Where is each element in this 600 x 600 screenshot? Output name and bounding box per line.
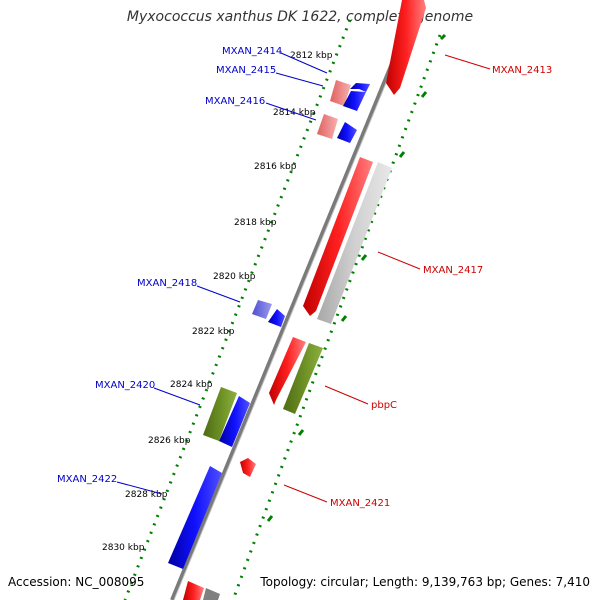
gene-label-mxan-2422[interactable]: MXAN_2422 <box>57 474 117 485</box>
gene-mxan-2416-b[interactable] <box>337 122 357 143</box>
kbp-tick-label: 2816 kbp <box>254 162 297 172</box>
gene-mxan-2416-a[interactable] <box>317 114 338 139</box>
gene-mxan-2418-a[interactable] <box>252 300 272 319</box>
gene-label-mxan-2414[interactable]: MXAN_2414 <box>222 46 282 57</box>
gene-mxan-2422[interactable] <box>168 466 222 569</box>
gene-label-mxan-2416[interactable]: MXAN_2416 <box>205 96 265 107</box>
gene-mxan-2414[interactable] <box>350 83 370 92</box>
gene-mxan-2413[interactable] <box>386 0 426 95</box>
kbp-tick-label: 2826 kbp <box>148 436 191 446</box>
kbp-tick-label: 2822 kbp <box>192 327 235 337</box>
gene-mxan-2418-b[interactable] <box>268 309 285 327</box>
gene-mxan-2415-a[interactable] <box>330 80 351 106</box>
gene-label-mxan-2420[interactable]: MXAN_2420 <box>95 380 155 391</box>
genome-backbone-line <box>170 0 420 600</box>
gene-label-mxan-2421[interactable]: MXAN_2421 <box>330 498 390 509</box>
gene-mxan-2417[interactable] <box>303 157 373 316</box>
gene-mxan-2420-a[interactable] <box>203 387 237 441</box>
gene-label-mxan-2413[interactable]: MXAN_2413 <box>492 65 552 76</box>
gene-pbpc-green[interactable] <box>283 343 323 414</box>
grey-feature[interactable] <box>317 162 392 324</box>
gene-pbpc-red[interactable] <box>269 337 306 405</box>
label-connectors <box>116 52 491 503</box>
gene-bottom-grey[interactable] <box>203 588 220 600</box>
kbp-tick-label: 2824 kbp <box>170 380 213 390</box>
gene-mxan-2421[interactable] <box>240 458 256 477</box>
map-title: Myxococcus xanthus DK 1622, complete gen… <box>126 9 474 25</box>
right-scale-ticks <box>266 33 447 522</box>
kbp-tick-label: 2820 kbp <box>213 272 256 282</box>
topology-text: Topology: circular; Length: 9,139,763 bp… <box>260 575 590 589</box>
gene-label-mxan-2418[interactable]: MXAN_2418 <box>137 278 197 289</box>
kbp-tick-label: 2812 kbp <box>290 51 333 61</box>
right-dotted-scale-line <box>231 34 442 600</box>
gene-bottom-red[interactable] <box>183 581 204 600</box>
kbp-tick-label: 2830 kbp <box>102 543 145 553</box>
gene-label-pbpc[interactable]: pbpC <box>371 400 397 411</box>
kbp-tick-label: 2818 kbp <box>234 218 277 228</box>
gene-label-mxan-2417[interactable]: MXAN_2417 <box>423 265 483 276</box>
gene-mxan-2415-b[interactable] <box>343 91 366 111</box>
gene-mxan-2420-b[interactable] <box>219 396 250 447</box>
gene-label-mxan-2415[interactable]: MXAN_2415 <box>216 65 276 76</box>
kbp-tick-label: 2828 kbp <box>125 490 168 500</box>
accession-text: Accession: NC_008095 <box>8 575 145 589</box>
